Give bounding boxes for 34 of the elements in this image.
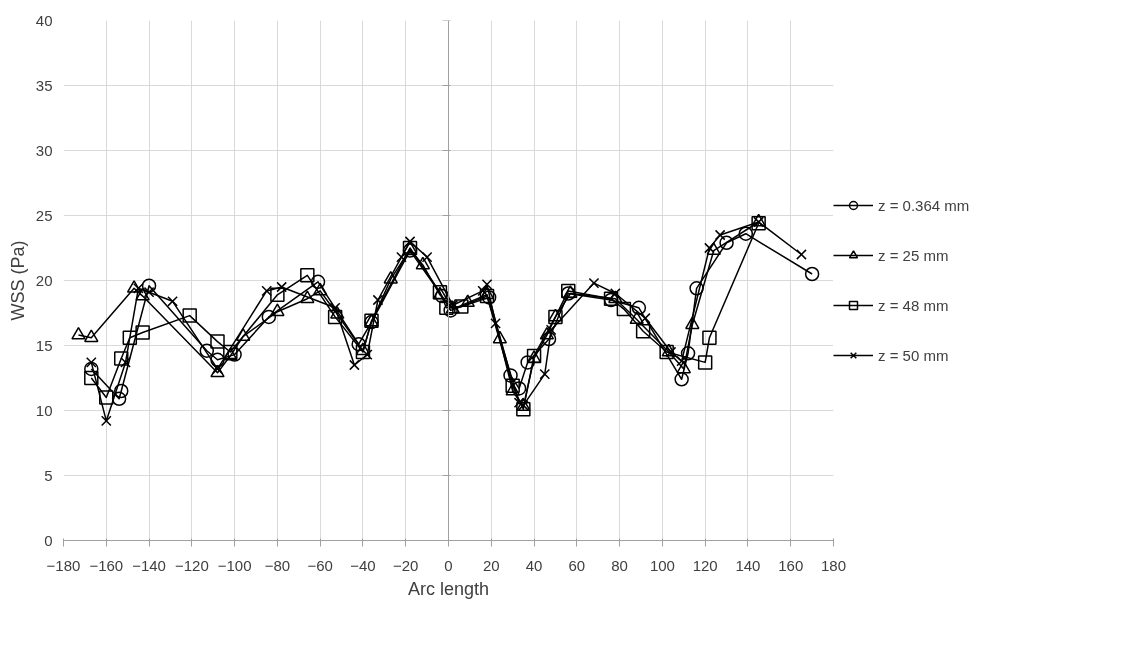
x-tick-label: 60 bbox=[568, 556, 586, 574]
x-tick-label: 0 bbox=[444, 556, 453, 574]
x-tick-label: 20 bbox=[482, 556, 500, 574]
x-tick-label: −100 bbox=[217, 556, 252, 574]
legend-label: z = 25 mm bbox=[878, 246, 949, 264]
y-tick-label: 0 bbox=[44, 531, 53, 549]
x-tick-label: 40 bbox=[525, 556, 543, 574]
y-tick-label: 20 bbox=[35, 271, 53, 289]
legend-label: z = 50 mm bbox=[878, 346, 949, 364]
x-tick-label: −60 bbox=[307, 556, 333, 574]
x-tick-label: 100 bbox=[649, 556, 675, 574]
y-tick-label: 35 bbox=[35, 76, 53, 94]
legend-label: z = 48 mm bbox=[878, 296, 949, 314]
x-tick-label: −80 bbox=[264, 556, 291, 574]
x-tick-label: 120 bbox=[692, 556, 718, 574]
legend-label: z = 0.364 mm bbox=[878, 196, 970, 214]
y-tick-label: 25 bbox=[35, 206, 53, 224]
x-tick-label: −20 bbox=[393, 556, 419, 574]
y-tick-label: 15 bbox=[35, 336, 53, 354]
x-tick-label: 160 bbox=[778, 556, 804, 574]
y-tick-label: 30 bbox=[35, 141, 53, 159]
x-tick-label: −160 bbox=[89, 556, 124, 574]
x-tick-label: −140 bbox=[132, 556, 166, 574]
x-axis-title: Arc length bbox=[407, 578, 490, 599]
x-tick-label: 140 bbox=[735, 556, 761, 574]
x-tick-label: 180 bbox=[820, 556, 847, 574]
x-tick-label: 80 bbox=[611, 556, 628, 574]
y-tick-label: 5 bbox=[44, 466, 53, 484]
x-tick-label: −120 bbox=[174, 556, 209, 574]
x-tick-label: −40 bbox=[350, 556, 376, 574]
x-tick-label: −180 bbox=[46, 556, 81, 574]
y-axis-title: WSS (Pa) bbox=[7, 240, 28, 321]
y-tick-label: 10 bbox=[35, 401, 53, 419]
y-tick-label: 40 bbox=[35, 11, 53, 29]
